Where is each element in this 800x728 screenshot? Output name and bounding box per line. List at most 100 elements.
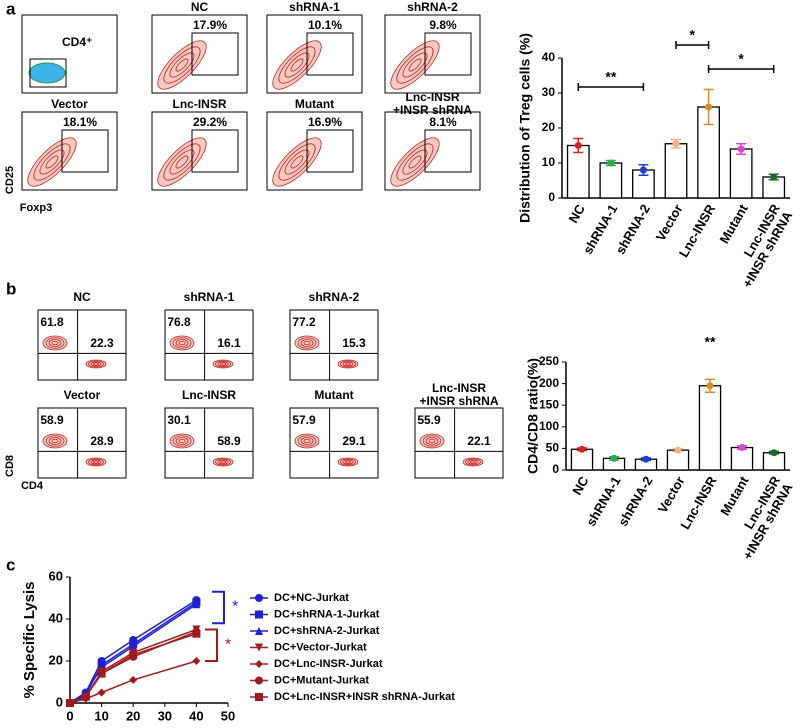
- contour: [220, 460, 226, 464]
- gate-percent: 18.1%: [63, 115, 97, 129]
- legend-label: DC+Lnc-INSR+INSR shRNA-Jurkat: [274, 691, 455, 703]
- marker: [129, 650, 138, 659]
- mean-dot: [674, 446, 682, 454]
- plot-title: Mutant: [314, 388, 353, 402]
- y-axis-title: Distribution of Treg cells (%): [517, 33, 533, 223]
- mean-dot: [642, 455, 650, 463]
- significance: *: [690, 27, 696, 43]
- contour: [390, 40, 440, 90]
- y-tick-label: 0: [548, 190, 555, 204]
- contour: [163, 143, 201, 181]
- contour: [215, 458, 231, 466]
- contour: [172, 435, 192, 447]
- significance: *: [225, 636, 231, 653]
- contour: [217, 459, 229, 465]
- y-axis-title: CD4/CD8 ratio(%): [525, 358, 541, 474]
- contour: [175, 58, 189, 72]
- plot-title: shRNA-1: [184, 290, 235, 304]
- gate: [29, 58, 67, 88]
- gate: [306, 129, 354, 173]
- contour: [278, 143, 316, 181]
- quadrant-value: 30.1: [167, 413, 191, 427]
- contour: [33, 143, 71, 181]
- contour: [272, 40, 322, 90]
- bar: [664, 143, 688, 199]
- mean-dot: [770, 449, 778, 457]
- contour: [90, 361, 102, 367]
- contour: [340, 458, 356, 466]
- significance: *: [232, 599, 238, 616]
- significance: **: [605, 69, 616, 85]
- axis-label: CD25: [4, 166, 16, 194]
- contour: [169, 149, 195, 175]
- legend-label: DC+Vector-Jurkat: [274, 641, 367, 653]
- x-tick-label: Vector: [653, 202, 686, 244]
- quadrant-value: 58.9: [40, 413, 64, 427]
- contour: [39, 149, 65, 175]
- contour: [396, 46, 434, 84]
- contour: [428, 438, 436, 444]
- panel-label: c: [6, 555, 15, 574]
- x-tick-label: Mutant: [716, 201, 751, 246]
- gate-percent: 16.9%: [308, 115, 342, 129]
- quadrant-value: 28.9: [90, 434, 114, 448]
- plot-title: shRNA-2: [407, 0, 458, 14]
- x-tick-label: 50: [221, 708, 235, 723]
- contour: [175, 155, 189, 169]
- quadrant-value: 22.3: [90, 336, 114, 350]
- marker: [97, 688, 106, 697]
- contour: [48, 437, 62, 445]
- marker: [97, 669, 106, 678]
- contour: [215, 360, 231, 368]
- contour: [342, 361, 354, 367]
- contour: [342, 459, 354, 465]
- x-tick-label: NC: [569, 473, 592, 497]
- plot-title: Lnc-INSR +INSR shRNA: [393, 90, 472, 117]
- y-tick-label: 150: [539, 397, 559, 411]
- contour: [93, 460, 99, 464]
- contour: [408, 58, 422, 72]
- contour: [470, 460, 476, 464]
- contour: [297, 435, 317, 447]
- marker: [66, 699, 74, 707]
- marker: [192, 629, 201, 638]
- quadrant-value: 22.1: [467, 434, 491, 448]
- contour: [45, 155, 59, 169]
- marker: [255, 627, 263, 635]
- significance: **: [705, 334, 716, 350]
- marker: [255, 594, 263, 602]
- contour: [178, 340, 186, 346]
- y-tick-label: 0: [552, 462, 559, 476]
- quadrant-value: 76.8: [167, 315, 191, 329]
- panel-label: b: [6, 279, 16, 298]
- gate-percent: 10.1%: [308, 18, 342, 32]
- quadrant-value: 16.1: [217, 336, 241, 350]
- x-tick-label: NC: [565, 201, 588, 225]
- quadrant-value: 61.8: [40, 315, 64, 329]
- contour: [51, 438, 59, 444]
- mean-dot: [639, 166, 647, 174]
- y-tick-label: 250: [539, 354, 559, 368]
- mean-dot: [770, 173, 778, 181]
- y-tick-label: 40: [49, 610, 63, 625]
- y-tick-label: 10: [542, 155, 556, 169]
- quadrant-value: 29.1: [342, 434, 366, 448]
- contour: [422, 435, 442, 447]
- y-tick-label: 60: [49, 568, 63, 583]
- contour: [402, 52, 428, 78]
- quadrant-value: 15.3: [342, 336, 366, 350]
- contour: [175, 339, 189, 347]
- contour: [163, 46, 201, 84]
- contour: [93, 362, 99, 366]
- quadrant-value: 55.9: [417, 413, 441, 427]
- x-tick-label: 30: [158, 708, 172, 723]
- mean-dot: [578, 445, 586, 453]
- x-tick-label: 10: [94, 708, 108, 723]
- plot-title: shRNA-2: [309, 290, 360, 304]
- contour: [425, 437, 439, 445]
- y-tick-label: 0: [56, 694, 63, 709]
- contour: [88, 458, 104, 466]
- contour: [217, 361, 229, 367]
- y-tick-label: 50: [546, 441, 560, 455]
